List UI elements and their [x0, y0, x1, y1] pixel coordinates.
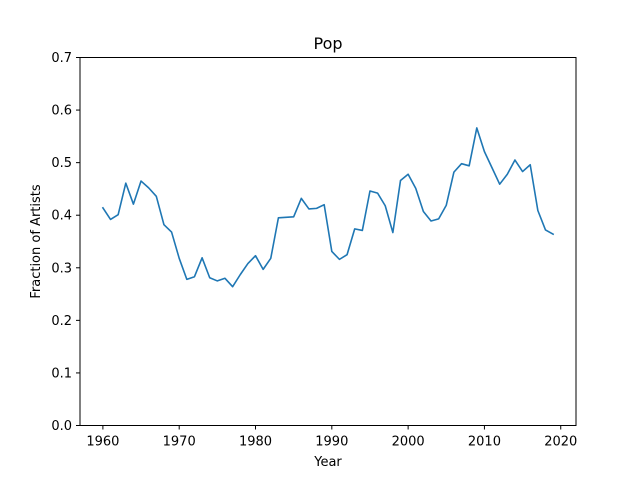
y-axis-ticks: 0.0 0.1 0.2 0.3 0.4 0.5 0.6 0.7	[51, 51, 80, 434]
chart-title: Pop	[313, 34, 342, 53]
x-tick-label: 1970	[163, 435, 196, 450]
y-tick-label: 0.4	[51, 209, 72, 224]
plot-area-frame	[79, 57, 577, 426]
x-tick-label: 1960	[86, 435, 119, 450]
series-line	[101, 127, 555, 288]
x-axis-ticks: 1960 1970 1980 1990 2000 2010 2020	[86, 425, 577, 450]
y-tick-label: 0.0	[51, 419, 72, 434]
x-tick-label: 1980	[239, 435, 272, 450]
y-tick-label: 0.7	[51, 51, 72, 66]
x-tick-label: 2020	[544, 435, 577, 450]
y-axis-title: Fraction of Artists	[29, 184, 44, 299]
x-tick-label: 2010	[468, 435, 501, 450]
y-tick-label: 0.5	[51, 156, 72, 171]
x-tick-label: 2000	[392, 435, 425, 450]
y-tick-label: 0.6	[51, 104, 72, 119]
y-tick-label: 0.1	[51, 366, 72, 381]
x-axis-title: Year	[313, 455, 342, 470]
y-tick-label: 0.2	[51, 314, 72, 329]
y-tick-label: 0.3	[51, 261, 72, 276]
x-tick-label: 1990	[315, 435, 348, 450]
